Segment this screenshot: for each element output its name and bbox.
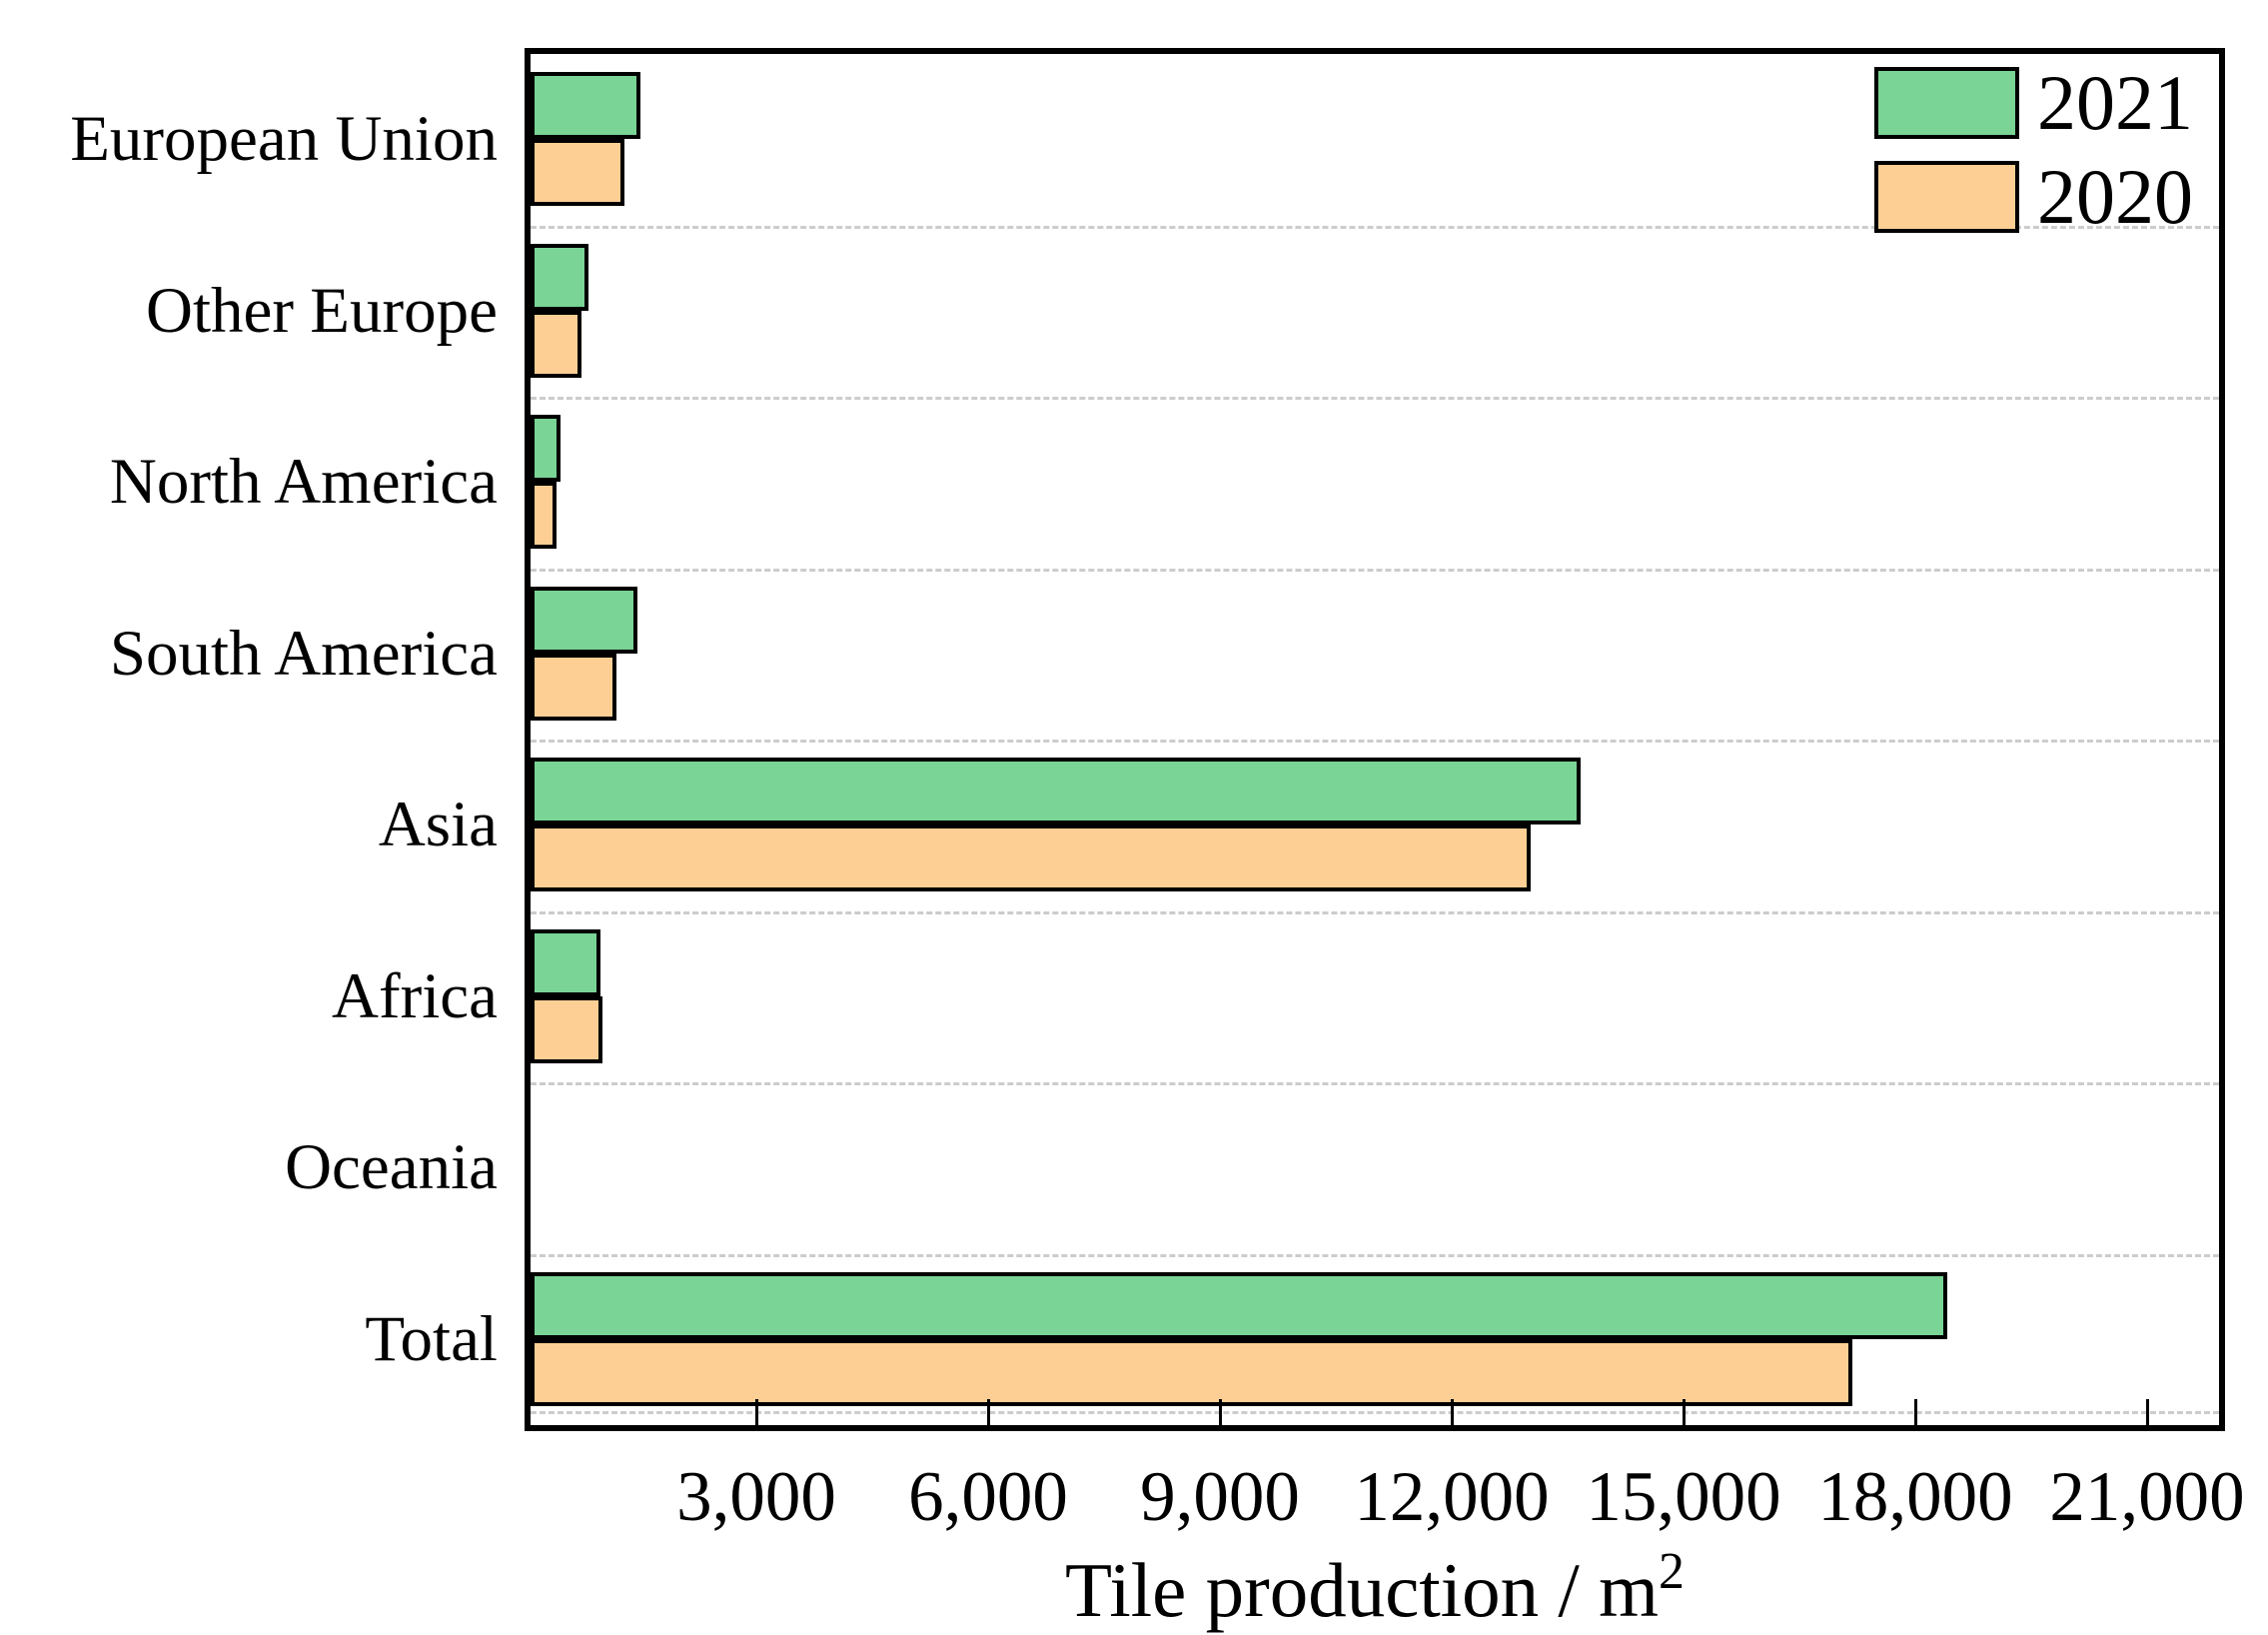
legend: 2021 2020 xyxy=(1874,64,2193,236)
x-tick xyxy=(2145,1399,2149,1425)
x-tick-label-3000: 3,000 xyxy=(676,1458,836,1536)
gridline xyxy=(531,1253,2219,1257)
x-axis-title-superscript: 2 xyxy=(1658,1543,1685,1600)
x-tick-label-21000: 21,000 xyxy=(2049,1458,2245,1536)
legend-label-2020: 2020 xyxy=(2037,153,2193,240)
legend-swatch-2021 xyxy=(1874,67,2019,139)
bar-2020-other-europe xyxy=(531,310,581,378)
gridline xyxy=(531,225,2219,229)
legend-label-2021: 2021 xyxy=(2037,59,2193,146)
bar-2021-north-america xyxy=(531,415,562,482)
x-tick xyxy=(1450,1399,1454,1425)
bar-2020-north-america xyxy=(531,482,557,549)
y-label-oceania: Oceania xyxy=(285,1131,498,1204)
gridline xyxy=(531,740,2219,743)
bar-2020-asia xyxy=(531,824,1532,891)
x-tick xyxy=(986,1399,990,1425)
bar-2021-european-union xyxy=(531,72,640,139)
y-label-south-america: South America xyxy=(109,617,498,690)
y-label-european-union: European Union xyxy=(70,103,498,176)
legend-swatch-2020 xyxy=(1874,161,2019,233)
x-tick-label-6000: 6,000 xyxy=(908,1458,1068,1536)
y-label-total: Total xyxy=(365,1302,498,1375)
x-axis-title: Tile production / m2 xyxy=(525,1542,2225,1635)
plot-area: 2021 2020 xyxy=(525,48,2225,1431)
y-label-other-europe: Other Europe xyxy=(146,274,498,347)
x-tick-label-18000: 18,000 xyxy=(1817,1458,2013,1536)
bar-2020-south-america xyxy=(531,653,616,721)
x-tick-label-15000: 15,000 xyxy=(1586,1458,1781,1536)
bar-2020-european-union xyxy=(531,139,625,206)
bar-2020-total xyxy=(531,1338,1853,1406)
gridline xyxy=(531,397,2219,400)
x-tick xyxy=(1913,1399,1917,1425)
bar-2021-other-europe xyxy=(531,243,588,311)
gridline xyxy=(531,1082,2219,1085)
bar-2021-total xyxy=(531,1271,1947,1339)
bar-2021-asia xyxy=(531,758,1581,824)
x-axis-title-text: Tile production / m xyxy=(1065,1547,1659,1633)
x-tick xyxy=(1218,1399,1222,1425)
x-tick-label-12000: 12,000 xyxy=(1354,1458,1550,1536)
y-label-north-america: North America xyxy=(109,446,498,519)
x-tick-label-9000: 9,000 xyxy=(1140,1458,1300,1536)
legend-item-2021: 2021 xyxy=(1874,64,2193,142)
bar-2021-south-america xyxy=(531,586,637,654)
gridline xyxy=(531,910,2219,914)
bar-2021-africa xyxy=(531,928,600,996)
x-tick xyxy=(1682,1399,1686,1425)
legend-item-2020: 2020 xyxy=(1874,158,2193,236)
gridline xyxy=(531,1411,2219,1414)
y-label-africa: Africa xyxy=(332,959,498,1032)
x-tick xyxy=(754,1399,758,1425)
y-label-asia: Asia xyxy=(378,789,498,861)
bar-2020-africa xyxy=(531,995,603,1063)
gridline xyxy=(531,568,2219,572)
